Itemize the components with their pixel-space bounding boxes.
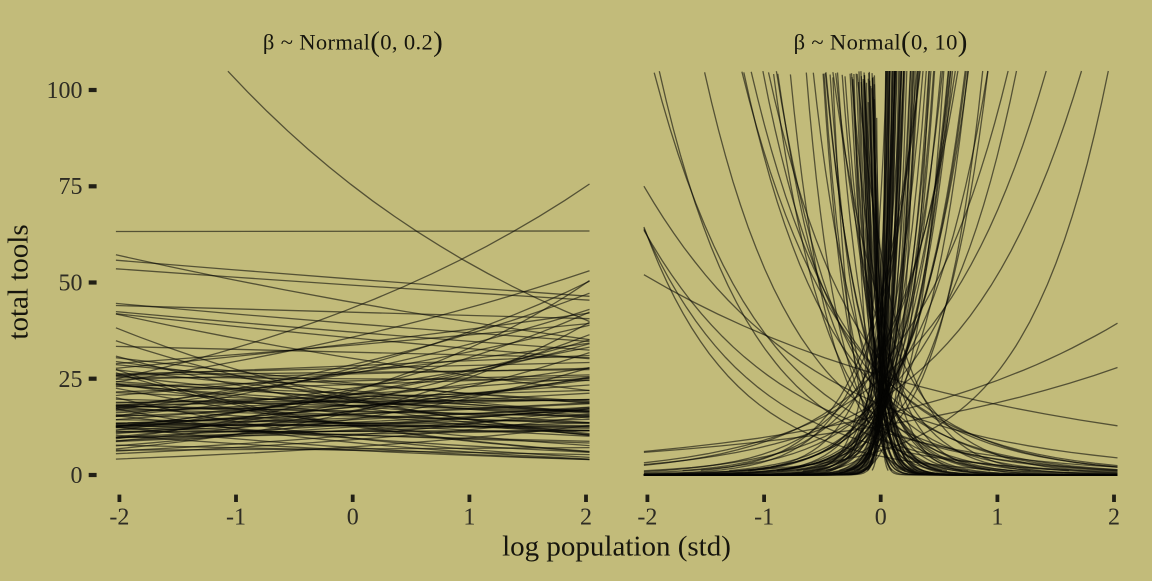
svg-text:0: 0 <box>347 505 359 531</box>
svg-text:-1: -1 <box>226 505 246 531</box>
svg-text:-2: -2 <box>637 505 657 531</box>
svg-text:75: 75 <box>59 174 83 200</box>
svg-text:1: 1 <box>463 505 475 531</box>
svg-text:100: 100 <box>47 78 83 104</box>
svg-text:1: 1 <box>991 505 1003 531</box>
svg-text:total tools: total tools <box>3 224 35 339</box>
svg-text:2: 2 <box>1108 505 1120 531</box>
svg-text:2: 2 <box>580 505 592 531</box>
svg-text:β ~ Normal(0, 10): β ~ Normal(0, 10) <box>794 26 968 58</box>
svg-text:β ~ Normal(0, 0.2): β ~ Normal(0, 0.2) <box>263 26 443 58</box>
svg-text:-2: -2 <box>109 505 129 531</box>
svg-text:50: 50 <box>59 271 83 297</box>
svg-text:25: 25 <box>59 367 83 393</box>
svg-text:-1: -1 <box>754 505 774 531</box>
svg-text:log population (std): log population (std) <box>502 531 731 563</box>
svg-text:0: 0 <box>71 463 83 489</box>
svg-text:0: 0 <box>875 505 887 531</box>
